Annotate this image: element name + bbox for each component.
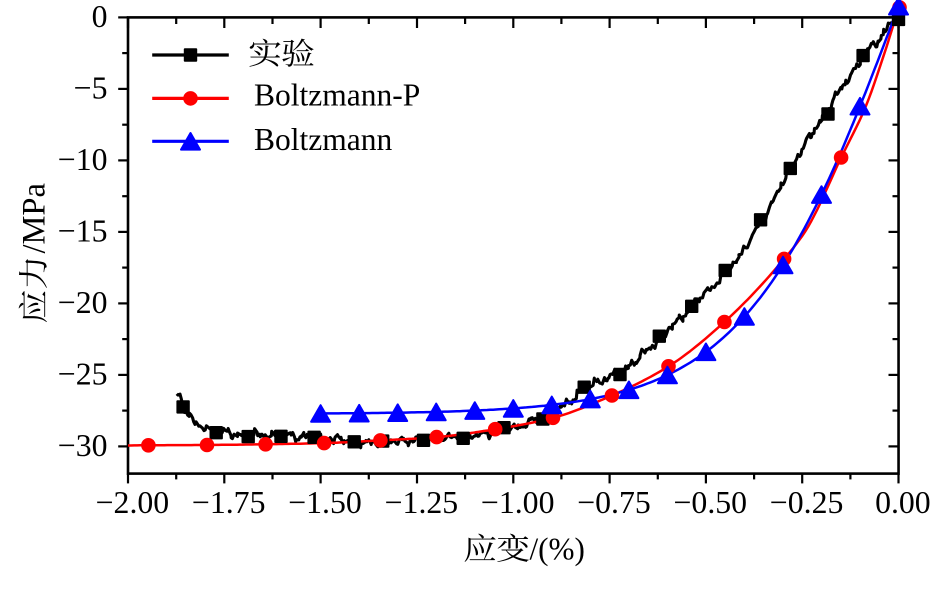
svg-text:−2.00: −2.00 [96, 485, 170, 520]
svg-text:−20: −20 [58, 285, 108, 320]
svg-text:−1.25: −1.25 [385, 485, 459, 520]
svg-text:−5: −5 [74, 71, 108, 106]
svg-text:0: 0 [92, 0, 108, 34]
svg-text:−0.25: −0.25 [770, 485, 844, 520]
svg-text:−25: −25 [58, 357, 108, 392]
svg-text:−30: −30 [58, 428, 108, 463]
svg-text:/MPa: /MPa [17, 183, 53, 253]
svg-text:−10: −10 [58, 142, 108, 177]
svg-text:−0.50: −0.50 [674, 485, 748, 520]
svg-text:−0.75: −0.75 [577, 485, 651, 520]
svg-text:Boltzmann-P: Boltzmann-P [254, 78, 420, 113]
svg-text:/(%): /(%) [530, 532, 585, 567]
svg-text:−1.75: −1.75 [192, 485, 266, 520]
svg-text:Boltzmann: Boltzmann [254, 122, 392, 157]
svg-text:−1.50: −1.50 [288, 485, 362, 520]
svg-text:−15: −15 [58, 214, 108, 249]
svg-text:0.00: 0.00 [875, 485, 931, 520]
svg-text:−1.00: −1.00 [481, 485, 555, 520]
